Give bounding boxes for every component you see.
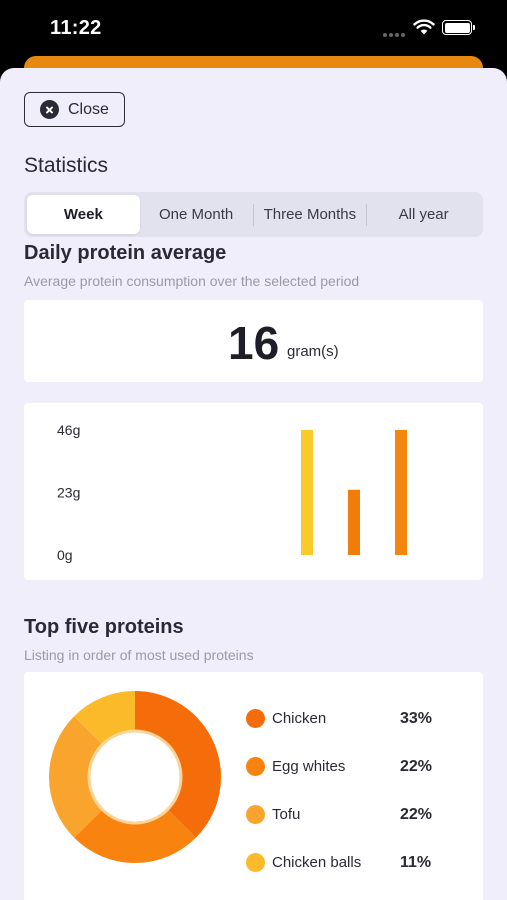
tab-divider <box>252 203 254 226</box>
y-tick-label: 0g <box>57 547 73 563</box>
statistics-sheet: Close Statistics Week One Month Three Mo… <box>0 68 507 900</box>
battery-icon <box>442 20 475 35</box>
bar <box>395 430 407 555</box>
tab-week[interactable]: Week <box>27 195 140 234</box>
tab-three-months[interactable]: Three Months <box>263 206 357 223</box>
daily-average-card: 16 gram(s) <box>24 300 483 382</box>
close-button[interactable]: Close <box>24 92 125 127</box>
legend-label: Tofu <box>272 806 301 823</box>
legend-swatch <box>246 805 265 824</box>
legend-swatch <box>246 757 265 776</box>
daily-average-unit: gram(s) <box>287 343 339 360</box>
tab-divider <box>366 203 368 226</box>
legend-label: Egg whites <box>272 758 346 775</box>
donut-chart-svg <box>49 691 221 863</box>
daily-average-subtitle: Average protein consumption over the sel… <box>24 273 360 289</box>
donut-slice <box>49 716 104 838</box>
legend-percent: 11% <box>400 854 432 871</box>
legend-percent: 33% <box>400 710 433 727</box>
legend-percent: 22% <box>400 806 433 823</box>
donut-slice <box>74 691 135 746</box>
donut-slice <box>135 691 221 838</box>
daily-average-title: Daily protein average <box>24 242 227 264</box>
bar-chart-svg: 0g 23g 46g <box>57 422 407 563</box>
y-tick-label: 23g <box>57 485 80 501</box>
signal-dots-icon <box>383 24 407 42</box>
protein-bar-chart: 0g 23g 46g <box>24 403 483 580</box>
daily-average-value: 16 <box>228 317 280 369</box>
legend-swatch <box>246 853 265 872</box>
tab-all-year[interactable]: All year <box>398 206 449 223</box>
legend-label: Chicken <box>272 710 327 727</box>
legend-item: Egg whites 22% <box>246 756 446 776</box>
donut-slice <box>74 808 196 863</box>
status-bar: 11:22 <box>0 0 507 58</box>
bar <box>301 430 313 555</box>
legend-swatch <box>246 709 265 728</box>
bar <box>348 489 360 555</box>
top-proteins-subtitle: Listing in order of most used proteins <box>24 647 254 663</box>
legend-item: Chicken balls 11% <box>246 852 446 872</box>
close-icon <box>40 100 59 119</box>
top-proteins-card: Chicken 33% Egg whites 22% Tofu 22% Chic… <box>24 672 483 900</box>
tab-one-month[interactable]: One Month <box>159 206 234 223</box>
y-tick-label: 46g <box>57 422 80 438</box>
wifi-icon <box>413 19 435 35</box>
legend-item: Chicken 33% <box>246 708 446 728</box>
legend-percent: 22% <box>400 758 433 775</box>
period-selector: Week One Month Three Months All year <box>24 192 483 237</box>
legend-item: Tofu 22% <box>246 804 446 824</box>
page-title: Statistics <box>24 154 109 177</box>
legend-label: Chicken balls <box>272 854 362 871</box>
status-time: 11:22 <box>50 17 102 39</box>
close-button-label: Close <box>68 100 109 118</box>
donut-inner-ring <box>87 729 183 825</box>
top-proteins-title: Top five proteins <box>24 616 184 638</box>
